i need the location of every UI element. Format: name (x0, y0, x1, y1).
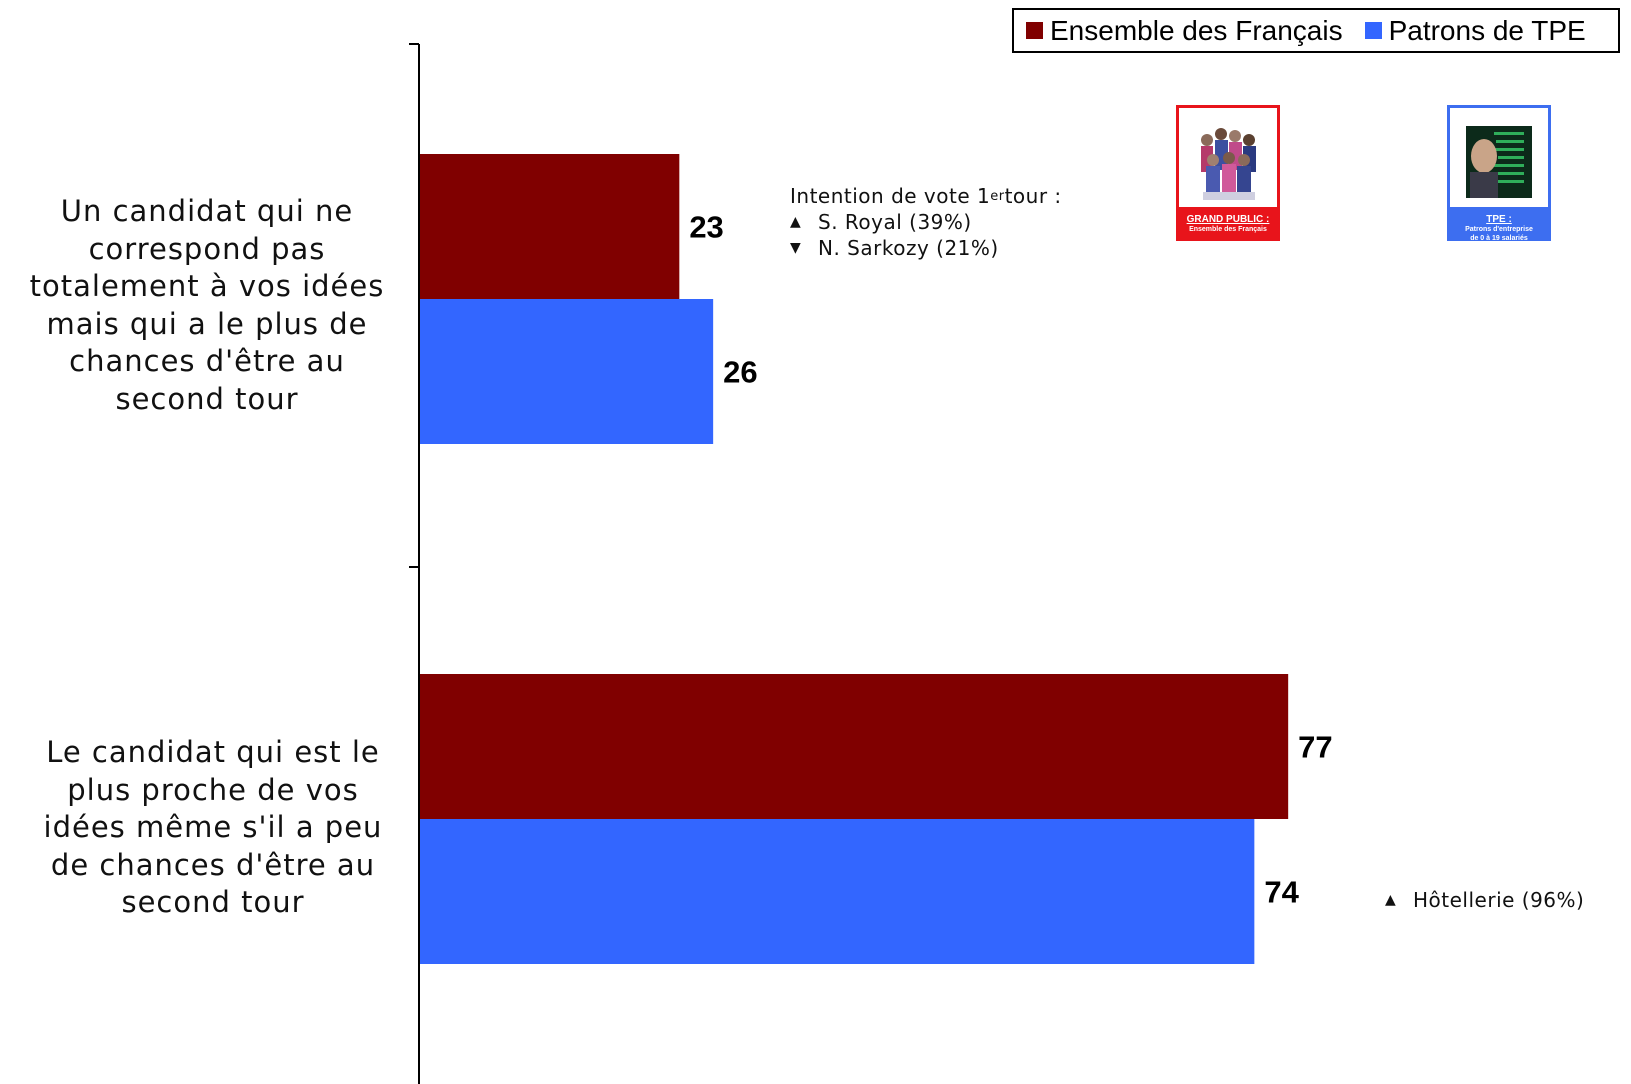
crowd-photo-icon (1193, 118, 1263, 206)
category-label-1-line: second tour (115, 381, 299, 416)
data-label-ensemble-2: 77 (1298, 730, 1332, 765)
bar-tpe-1 (420, 299, 714, 444)
hotellerie-text: Hôtellerie (96%) (1413, 888, 1585, 912)
sarkozy-text: N. Sarkozy (21%) (818, 236, 999, 260)
category-label-1-line: Un candidat qui ne (60, 194, 354, 228)
category-label-1-line: totalement à vos idées (29, 269, 385, 303)
vote-title-superscript: er (990, 188, 1005, 204)
category-label-1-line: correspond pas (88, 231, 326, 266)
legend-swatch-ensemble (1026, 22, 1043, 39)
category-label-2-line: idées même s'il a peu (43, 810, 383, 844)
data-label-ensemble-1: 23 (689, 210, 723, 245)
legend: Ensemble des Français Patrons de TPE (1012, 8, 1620, 53)
vote-title-text: Intention de vote 1 (790, 184, 991, 208)
category-label-1-line: mais qui a le plus de (46, 306, 368, 341)
legend-item-tpe: Patrons de TPE (1364, 14, 1586, 47)
category-label-2: Le candidat qui est le plus proche de vo… (18, 734, 408, 922)
vote-annotation-sarkozy: ▼ N. Sarkozy (21%) (790, 235, 1062, 261)
triangle-up-icon: ▲ (790, 214, 802, 230)
triangle-up-icon: ▲ (1385, 892, 1397, 908)
tpe-subtitle-2: de 0 à 19 salariés (1470, 235, 1528, 242)
tpe-title: TPE : (1486, 214, 1512, 225)
hotellerie-annotation: ▲ Hôtellerie (96%) (1385, 887, 1584, 913)
tpe-badge: TPE : Patrons d'entreprise de 0 à 19 sal… (1447, 105, 1551, 242)
tpe-band: TPE : Patrons d'entreprise de 0 à 19 sal… (1447, 207, 1551, 242)
tpe-subtitle-1: Patrons d'entreprise (1465, 226, 1533, 233)
grand-public-subtitle: Ensemble des Français (1189, 226, 1267, 233)
business-owner-photo-icon (1466, 126, 1532, 198)
royal-text: S. Royal (39%) (818, 210, 972, 234)
hotellerie-line: ▲ Hôtellerie (96%) (1385, 887, 1584, 913)
category-label-1-line: chances d'être au (69, 344, 345, 378)
category-label-2-line: Le candidat qui est le (46, 735, 380, 769)
vote-annotation: Intention de vote 1 er tour : ▲ S. Royal … (790, 183, 1062, 261)
category-label-2-line: plus proche de vos (67, 772, 359, 807)
legend-swatch-tpe (1364, 22, 1382, 39)
category-label-2-line: de chances d'être au (50, 847, 376, 882)
legend-item-ensemble: Ensemble des Français (1026, 15, 1343, 47)
vote-annotation-royal: ▲ S. Royal (39%) (790, 209, 1062, 235)
data-label-tpe-2: 74 (1264, 875, 1299, 910)
category-label-2-line: second tour (121, 885, 305, 919)
vote-title-suffix: tour : (1004, 184, 1062, 208)
category-label-1: Un candidat qui ne correspond pas totale… (12, 193, 402, 418)
data-label-tpe-1: 26 (723, 355, 757, 390)
bar-ensemble-2 (420, 674, 1289, 819)
legend-label-ensemble: Ensemble des Français (1050, 14, 1343, 46)
bar-tpe-2 (420, 819, 1255, 964)
grand-public-badge: GRAND PUBLIC : Ensemble des Français (1176, 105, 1280, 241)
grand-public-title: GRAND PUBLIC : (1186, 214, 1270, 225)
bar-ensemble-1 (420, 154, 680, 299)
vote-annotation-title: Intention de vote 1 er tour : (790, 183, 1062, 209)
legend-label-tpe: Patrons de TPE (1388, 14, 1586, 46)
grand-public-band: GRAND PUBLIC : Ensemble des Français (1176, 207, 1280, 241)
triangle-down-icon: ▼ (790, 240, 802, 256)
